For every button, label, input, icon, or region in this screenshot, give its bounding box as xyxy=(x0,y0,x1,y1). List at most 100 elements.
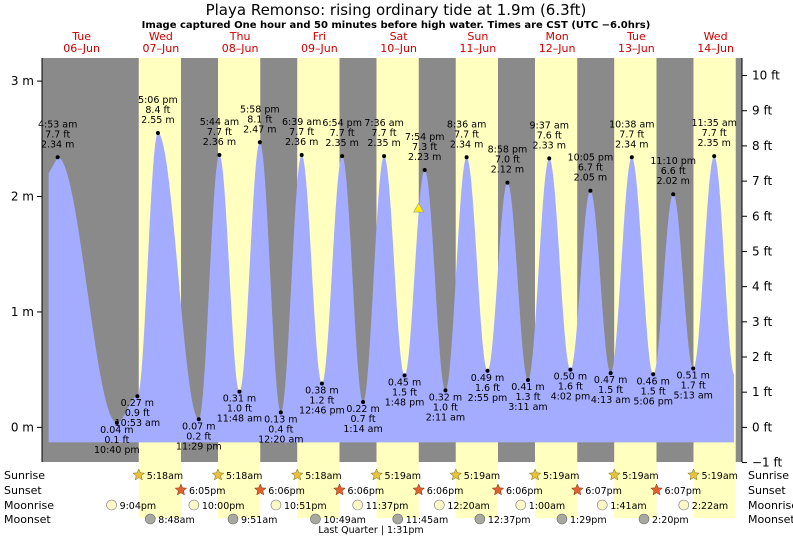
moonrise-time: 12:20am xyxy=(447,501,489,512)
right-tick-label: 3 ft xyxy=(752,315,772,329)
low-tide-label: 0.7 ft xyxy=(351,414,376,425)
high-tide-point xyxy=(588,188,593,193)
daylight-band-events xyxy=(614,462,657,518)
moonset-icon xyxy=(310,513,321,525)
low-tide-point xyxy=(196,417,201,422)
high-tide-label: 7:36 am xyxy=(364,118,403,129)
low-tide-label: 0.9 ft xyxy=(125,408,150,419)
high-tide-label: 10:38 am xyxy=(609,119,654,130)
day-label-date: 09–Jun xyxy=(301,42,338,55)
sunset-time: 6:07pm xyxy=(665,486,702,497)
low-tide-label: 0.31 m xyxy=(223,394,256,405)
left-tick-label: 2 m xyxy=(11,190,34,204)
moonset-icon xyxy=(556,513,568,525)
high-tide-label: 2.35 m xyxy=(697,138,730,149)
high-tide-point xyxy=(505,180,510,185)
low-tide-point xyxy=(319,381,324,386)
moonrise-time: 10:00pm xyxy=(202,501,245,512)
moonset-icon xyxy=(474,513,486,525)
high-tide-point xyxy=(299,152,304,157)
sunrise-icon xyxy=(370,468,383,481)
low-tide-label: 0.07 m xyxy=(182,421,215,432)
low-tide-label: 0.41 m xyxy=(511,382,544,393)
right-tick-label: 10 ft xyxy=(752,69,780,83)
sunrise-time: 5:18am xyxy=(147,471,183,482)
sunset-time: 6:06pm xyxy=(427,486,464,497)
sunrise-time: 5:19am xyxy=(464,471,500,482)
event-row-label-right: Sunset xyxy=(748,484,786,497)
moonset-time: 1:29pm xyxy=(570,515,607,526)
right-tick-label: 1 ft xyxy=(752,385,772,399)
moonrise-time: 10:51pm xyxy=(284,501,327,512)
moonset-icon xyxy=(392,513,404,525)
high-tide-label: 11:35 am xyxy=(691,118,736,129)
sunset-time: 6:06pm xyxy=(348,486,385,497)
high-tide-label: 7.6 ft xyxy=(537,130,562,141)
sunrise-time: 5:18am xyxy=(305,471,341,482)
sunset-time: 6:06pm xyxy=(506,486,543,497)
low-tide-label: 0.45 m xyxy=(388,377,421,388)
sunrise-icon xyxy=(211,468,225,481)
moonset-time: 9:51am xyxy=(241,515,277,526)
moonrise-icon xyxy=(352,499,364,511)
high-tide-label: 2.55 m xyxy=(141,115,174,126)
daylight-band-events xyxy=(138,462,182,518)
low-tide-label: 1.0 ft xyxy=(433,402,458,413)
high-tide-label: 6.7 ft xyxy=(578,163,603,174)
day-label-date: 11–Jun xyxy=(460,42,497,55)
day-label-date: 12–Jun xyxy=(539,42,576,55)
high-tide-label: 2.35 m xyxy=(325,138,358,149)
moonset-icon xyxy=(638,513,650,525)
moonset-icon xyxy=(145,513,156,525)
low-tide-label: 5:06 pm xyxy=(633,396,673,407)
low-tide-label: 1.5 ft xyxy=(598,385,623,396)
tide-area xyxy=(48,133,735,443)
day-label-weekday: Tue xyxy=(626,30,646,43)
day-label-weekday: Tue xyxy=(71,30,91,43)
high-tide-label: 6.6 ft xyxy=(661,166,686,177)
low-tide-label: 1.2 ft xyxy=(309,396,334,407)
low-tide-point xyxy=(402,373,407,378)
low-tide-point xyxy=(651,372,656,377)
day-label-date: 06–Jun xyxy=(63,42,100,55)
low-tide-point xyxy=(608,371,613,376)
right-tick-label: 6 ft xyxy=(752,209,772,223)
sunrise-time: 5:19am xyxy=(543,471,579,482)
sunset-time: 6:06pm xyxy=(268,486,305,497)
low-tide-label: 10:53 am xyxy=(115,418,160,429)
day-label-weekday: Thu xyxy=(229,30,251,43)
day-label-weekday: Fri xyxy=(313,30,326,43)
day-label-date: 13–Jun xyxy=(618,42,655,55)
low-tide-label: 12:20 am xyxy=(258,434,303,445)
day-label-weekday: Mon xyxy=(545,30,568,43)
high-tide-label: 5:58 pm xyxy=(240,104,280,115)
high-tide-label: 2.34 m xyxy=(450,139,483,150)
low-tide-label: 11:29 pm xyxy=(176,441,222,452)
high-tide-label: 9:37 am xyxy=(530,120,569,131)
right-tick-label: 7 ft xyxy=(752,174,772,188)
high-tide-point xyxy=(155,131,160,136)
day-label-weekday: Wed xyxy=(704,30,728,43)
sunrise-icon xyxy=(607,468,621,481)
low-tide-label: 1.6 ft xyxy=(475,383,500,394)
sun-moon-events: Sunrise Sunrise Sunset Sunset Moonrise Moonri… xyxy=(4,468,793,526)
low-tide-point xyxy=(443,388,448,393)
low-tide-label: 0.49 m xyxy=(471,373,504,384)
low-tide-label: 0.13 m xyxy=(264,414,297,425)
sunrise-icon xyxy=(449,468,463,481)
high-tide-point xyxy=(547,156,552,161)
low-tide-point xyxy=(114,420,119,425)
current-tide-marker xyxy=(413,202,425,213)
low-tide-label: 0.04 m xyxy=(100,425,133,436)
event-row-label-left: Sunset xyxy=(4,484,42,497)
event-row-label-left: Moonset xyxy=(4,513,51,526)
day-label-weekday: Wed xyxy=(149,30,173,43)
day-label-weekday: Sat xyxy=(390,30,409,43)
high-tide-label: 2.35 m xyxy=(367,138,400,149)
sunset-icon xyxy=(333,483,346,496)
moonrise-icon xyxy=(106,499,117,511)
sunrise-icon xyxy=(528,468,542,481)
sunset-icon xyxy=(253,483,267,496)
moonrise-icon xyxy=(188,499,200,511)
